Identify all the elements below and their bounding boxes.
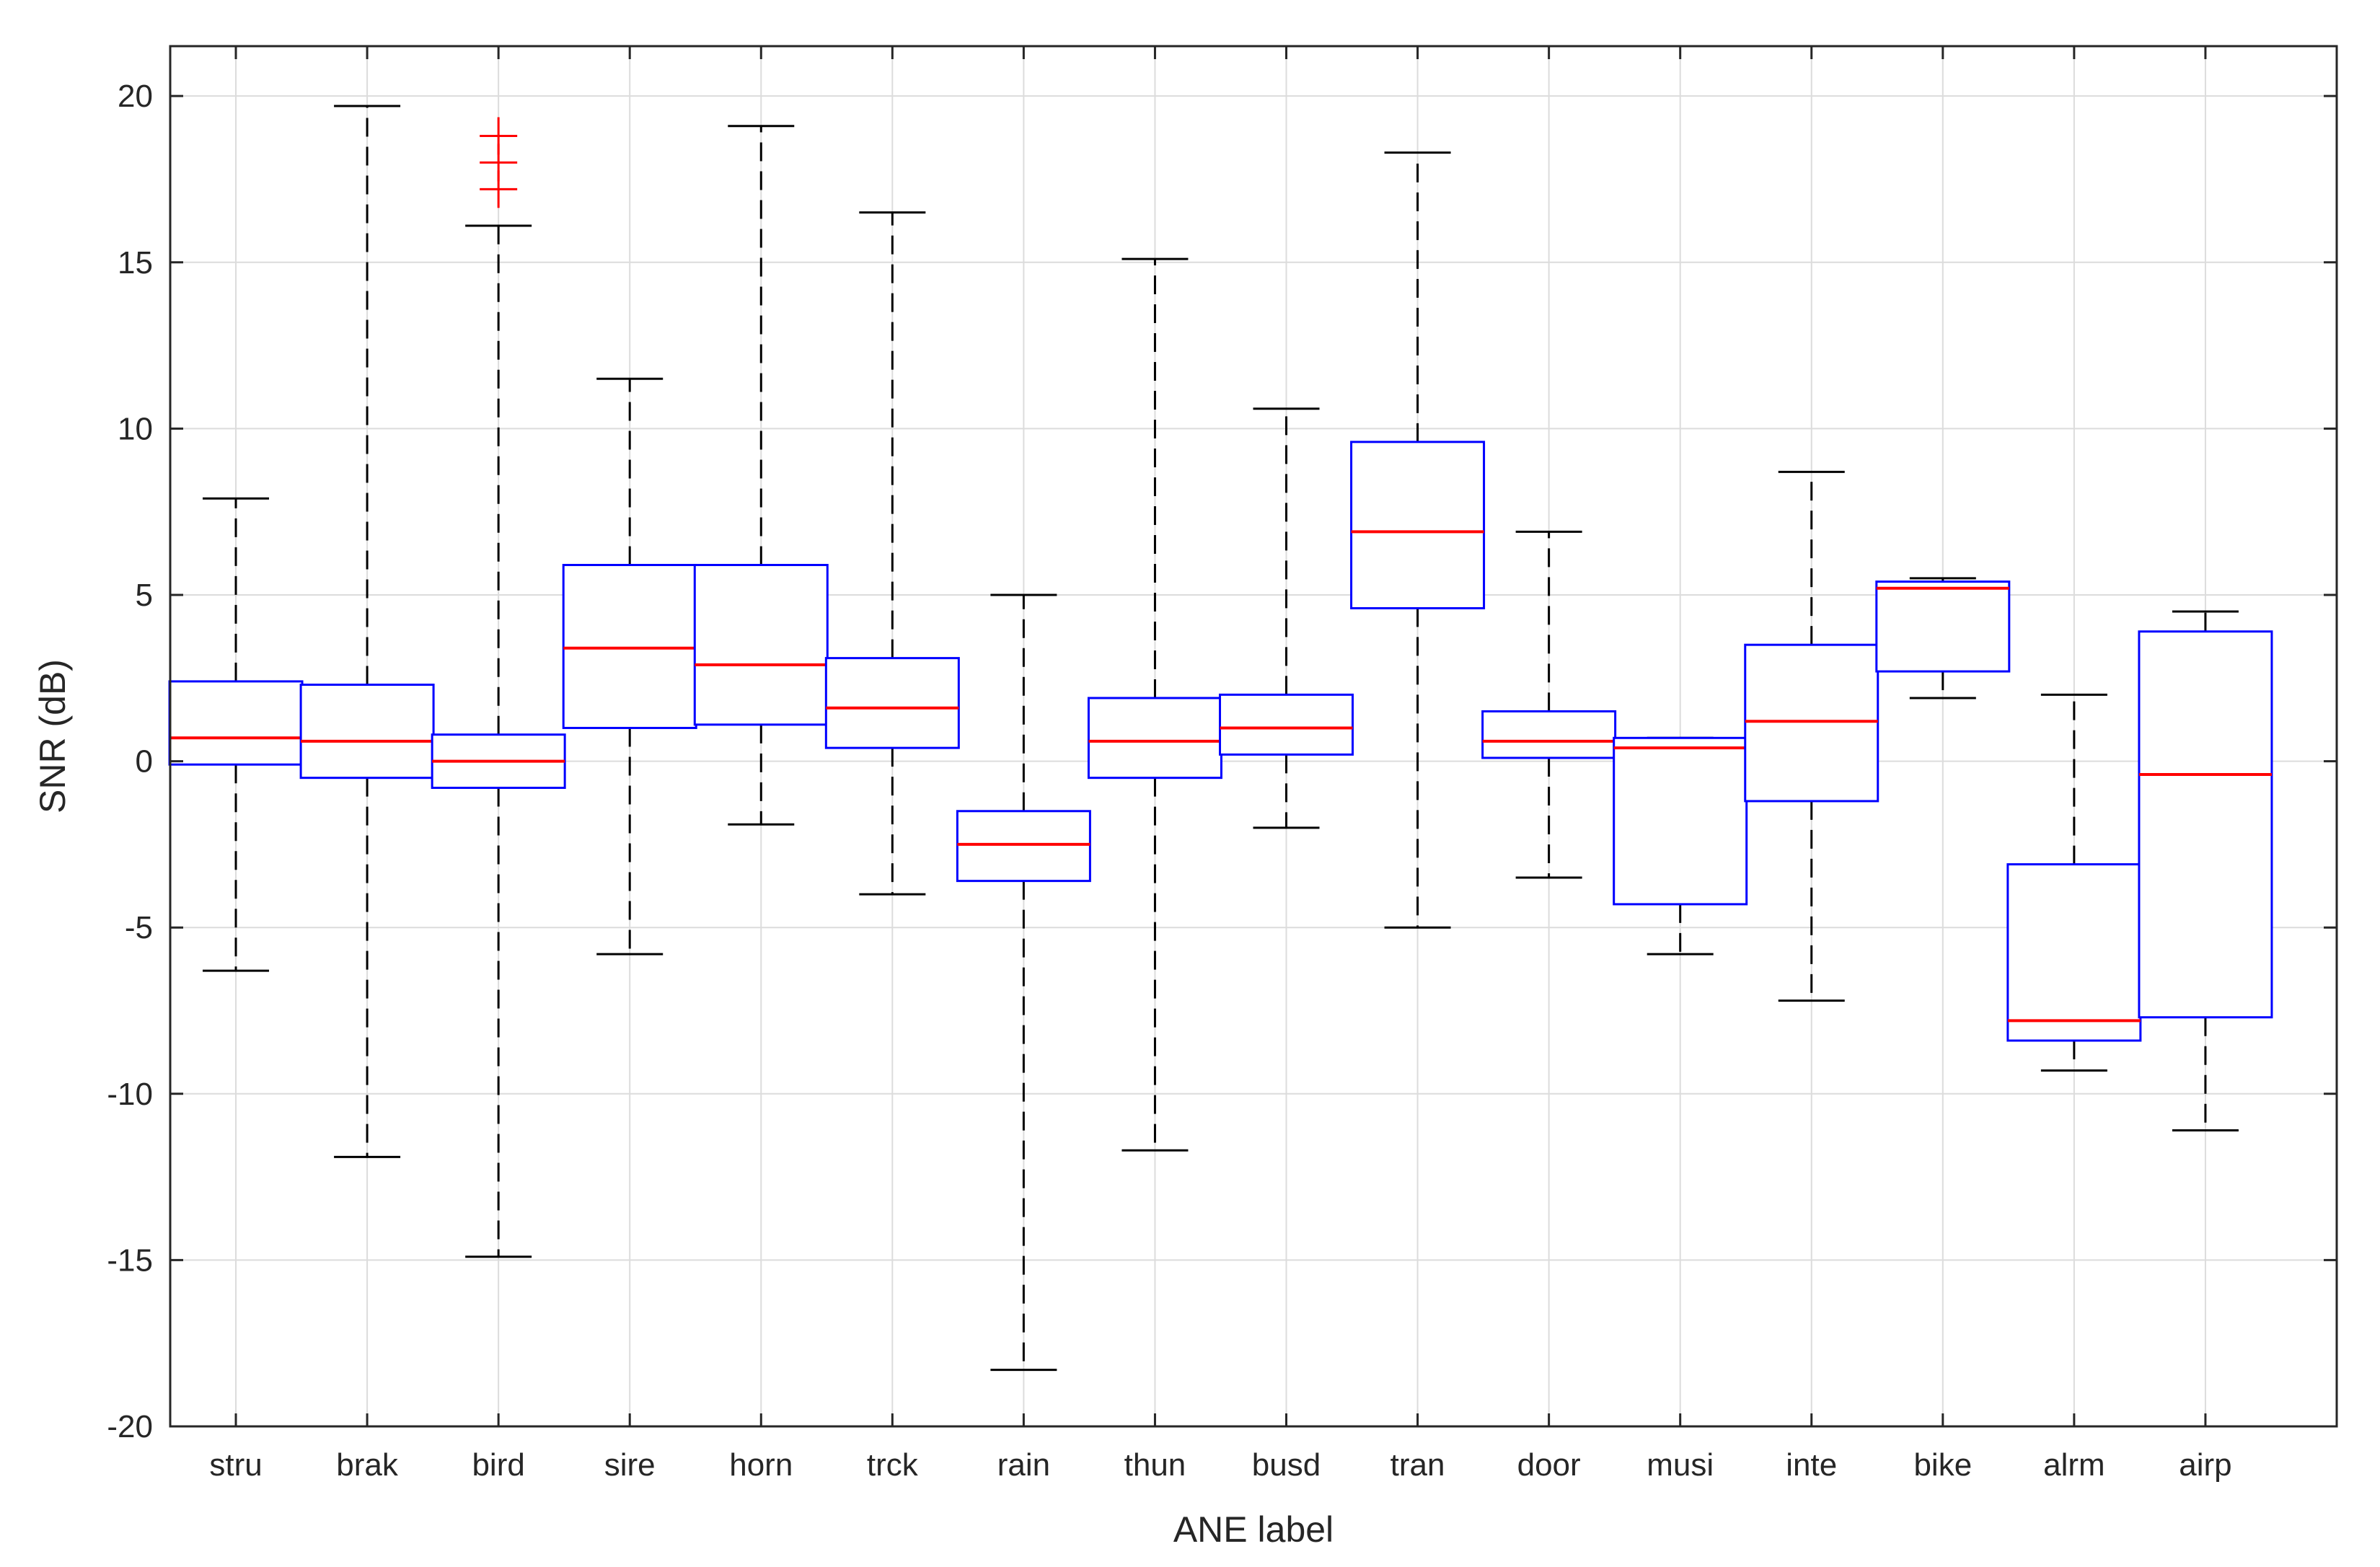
iqr-box <box>562 563 697 729</box>
iqr-box <box>168 680 304 766</box>
iqr-box <box>2138 630 2273 1019</box>
iqr-box <box>956 810 1091 883</box>
outlier-marker <box>480 117 518 155</box>
y-tick-label: 5 <box>136 578 153 613</box>
x-tick-label: stru <box>209 1447 262 1483</box>
box-group-brak <box>299 105 435 1158</box>
ticks-layer: 20 15 10 5 0 -5 -10 -15 -20 stru brak bird sire horn t… <box>107 46 2337 1483</box>
y-axis-title: SNR (dB) <box>32 659 73 813</box>
iqr-box <box>1087 697 1222 780</box>
x-tick-label: inte <box>1786 1447 1837 1483</box>
x-tick-label: bike <box>1913 1447 1972 1483</box>
box-group-tran <box>1350 151 1486 929</box>
y-tick-label: 15 <box>118 245 153 281</box>
box-group-inte <box>1744 470 1879 1002</box>
x-tick-label: airp <box>2179 1447 2231 1483</box>
iqr-box <box>1613 736 1748 906</box>
box-group-bike <box>1875 577 2011 699</box>
y-tick-label: -5 <box>125 910 153 945</box>
x-tick-label: thun <box>1124 1447 1186 1483</box>
x-tick-label: tran <box>1390 1447 1445 1483</box>
box-group-musi <box>1613 736 1748 955</box>
x-tick-label: alrm <box>2043 1447 2105 1483</box>
x-tick-label: sire <box>604 1447 656 1483</box>
box-group-alrm <box>2006 693 2142 1072</box>
y-tick-label: 20 <box>118 79 153 114</box>
box-group-sire <box>562 377 697 955</box>
box-group-thun <box>1087 257 1222 1152</box>
iqr-box <box>824 657 960 749</box>
boxes-layer <box>168 105 2273 1372</box>
iqr-box <box>1219 693 1354 756</box>
x-tick-label: rain <box>997 1447 1050 1483</box>
x-tick-label: trck <box>867 1447 919 1483</box>
box-group-stru <box>168 497 304 972</box>
box-group-airp <box>2138 610 2273 1132</box>
box-group-bird <box>431 117 566 1258</box>
box-group-busd <box>1219 407 1354 829</box>
box-group-trck <box>824 211 960 896</box>
x-tick-label: busd <box>1252 1447 1321 1483</box>
plot-area-frame <box>169 45 2338 1428</box>
x-tick-label: horn <box>729 1447 793 1483</box>
iqr-box <box>2006 863 2142 1042</box>
y-tick-label: 0 <box>136 744 153 780</box>
box-group-horn <box>693 125 829 826</box>
x-tick-label: brak <box>336 1447 399 1483</box>
box-group-door <box>1481 530 1617 879</box>
iqr-box <box>1744 643 1879 803</box>
iqr-box <box>299 684 435 780</box>
x-tick-label: musi <box>1647 1447 1714 1483</box>
box-group-rain <box>956 593 1091 1372</box>
x-axis-title: ANE label <box>1173 1509 1334 1550</box>
iqr-box <box>1875 581 2011 673</box>
x-tick-label: bird <box>472 1447 524 1483</box>
y-tick-label: -15 <box>107 1242 153 1278</box>
iqr-box <box>1350 441 1486 609</box>
iqr-box <box>1481 710 1617 759</box>
y-tick-label: -10 <box>107 1077 153 1112</box>
y-tick-label: 10 <box>118 411 153 446</box>
x-tick-label: door <box>1517 1447 1581 1483</box>
iqr-box <box>693 563 829 726</box>
y-tick-label: -20 <box>107 1409 153 1444</box>
